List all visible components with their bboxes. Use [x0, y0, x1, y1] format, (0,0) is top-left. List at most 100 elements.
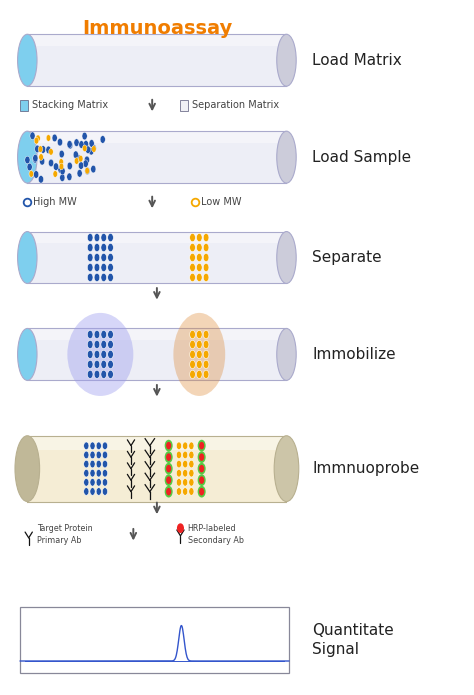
Circle shape	[108, 341, 113, 349]
Circle shape	[101, 370, 107, 379]
Circle shape	[190, 254, 195, 261]
Bar	[27, 231, 286, 284]
Circle shape	[108, 234, 113, 242]
Bar	[27, 231, 286, 243]
Bar	[27, 34, 286, 46]
Circle shape	[39, 158, 45, 165]
Circle shape	[164, 486, 173, 498]
Text: Immnuoprobe: Immnuoprobe	[312, 461, 419, 476]
Circle shape	[198, 486, 206, 498]
Circle shape	[203, 341, 209, 349]
Ellipse shape	[18, 231, 37, 284]
Circle shape	[108, 360, 113, 368]
Text: Separation Matrix: Separation Matrix	[192, 100, 279, 111]
Circle shape	[101, 330, 107, 338]
Circle shape	[197, 350, 202, 359]
Circle shape	[49, 149, 53, 155]
Circle shape	[108, 370, 113, 379]
Circle shape	[94, 273, 100, 281]
Circle shape	[190, 350, 195, 359]
Circle shape	[29, 170, 34, 177]
Circle shape	[101, 234, 107, 242]
Circle shape	[190, 341, 195, 349]
Circle shape	[101, 341, 107, 349]
Circle shape	[190, 243, 195, 252]
Bar	[181, 99, 188, 111]
Circle shape	[198, 440, 206, 452]
Circle shape	[199, 476, 204, 484]
Circle shape	[85, 167, 90, 174]
Circle shape	[58, 165, 63, 173]
Circle shape	[83, 160, 88, 167]
Circle shape	[90, 479, 95, 486]
Bar	[27, 329, 286, 340]
Text: HRP-labeled
Secondary Ab: HRP-labeled Secondary Ab	[188, 524, 244, 545]
Circle shape	[101, 254, 107, 261]
Circle shape	[94, 341, 100, 349]
Circle shape	[82, 145, 87, 152]
Circle shape	[87, 243, 93, 252]
Circle shape	[83, 140, 89, 148]
Circle shape	[102, 442, 108, 450]
Circle shape	[79, 140, 84, 148]
Circle shape	[164, 474, 173, 486]
Circle shape	[203, 234, 209, 242]
Circle shape	[102, 451, 108, 459]
Circle shape	[197, 341, 202, 349]
Circle shape	[190, 360, 195, 368]
Circle shape	[59, 150, 64, 158]
Ellipse shape	[18, 34, 37, 86]
Circle shape	[39, 154, 43, 161]
Circle shape	[57, 138, 63, 146]
Ellipse shape	[15, 436, 40, 502]
Circle shape	[176, 488, 182, 496]
Circle shape	[94, 370, 100, 379]
Circle shape	[96, 469, 101, 477]
Circle shape	[48, 159, 54, 167]
Circle shape	[77, 170, 82, 177]
Circle shape	[199, 488, 204, 496]
Circle shape	[67, 162, 73, 170]
Circle shape	[182, 460, 188, 468]
Circle shape	[197, 330, 202, 338]
Circle shape	[35, 145, 40, 153]
Circle shape	[60, 167, 65, 175]
Circle shape	[189, 460, 194, 468]
Circle shape	[164, 451, 173, 463]
Circle shape	[73, 151, 78, 158]
Text: High MW: High MW	[34, 197, 77, 207]
Circle shape	[33, 154, 38, 162]
Circle shape	[90, 460, 95, 468]
Text: Load Matrix: Load Matrix	[312, 53, 402, 67]
Circle shape	[101, 263, 107, 272]
Circle shape	[94, 234, 100, 242]
Circle shape	[94, 263, 100, 272]
Circle shape	[203, 330, 209, 338]
Circle shape	[203, 273, 209, 281]
Circle shape	[96, 479, 101, 486]
Circle shape	[68, 141, 73, 149]
Circle shape	[102, 469, 108, 477]
Circle shape	[34, 171, 39, 179]
Circle shape	[199, 442, 204, 450]
Circle shape	[38, 176, 44, 183]
Circle shape	[203, 370, 209, 379]
Circle shape	[87, 341, 93, 349]
Circle shape	[41, 146, 46, 154]
Circle shape	[91, 146, 96, 152]
Circle shape	[94, 243, 100, 252]
Circle shape	[84, 479, 89, 486]
Circle shape	[203, 360, 209, 368]
Circle shape	[27, 163, 32, 171]
Circle shape	[94, 254, 100, 261]
Circle shape	[176, 460, 182, 468]
Circle shape	[198, 474, 206, 486]
Circle shape	[84, 156, 90, 164]
Circle shape	[198, 451, 206, 463]
Circle shape	[197, 370, 202, 379]
Circle shape	[96, 442, 101, 450]
Ellipse shape	[18, 131, 37, 183]
Circle shape	[108, 254, 113, 261]
Circle shape	[197, 360, 202, 368]
Text: Immobilize: Immobilize	[312, 347, 396, 362]
